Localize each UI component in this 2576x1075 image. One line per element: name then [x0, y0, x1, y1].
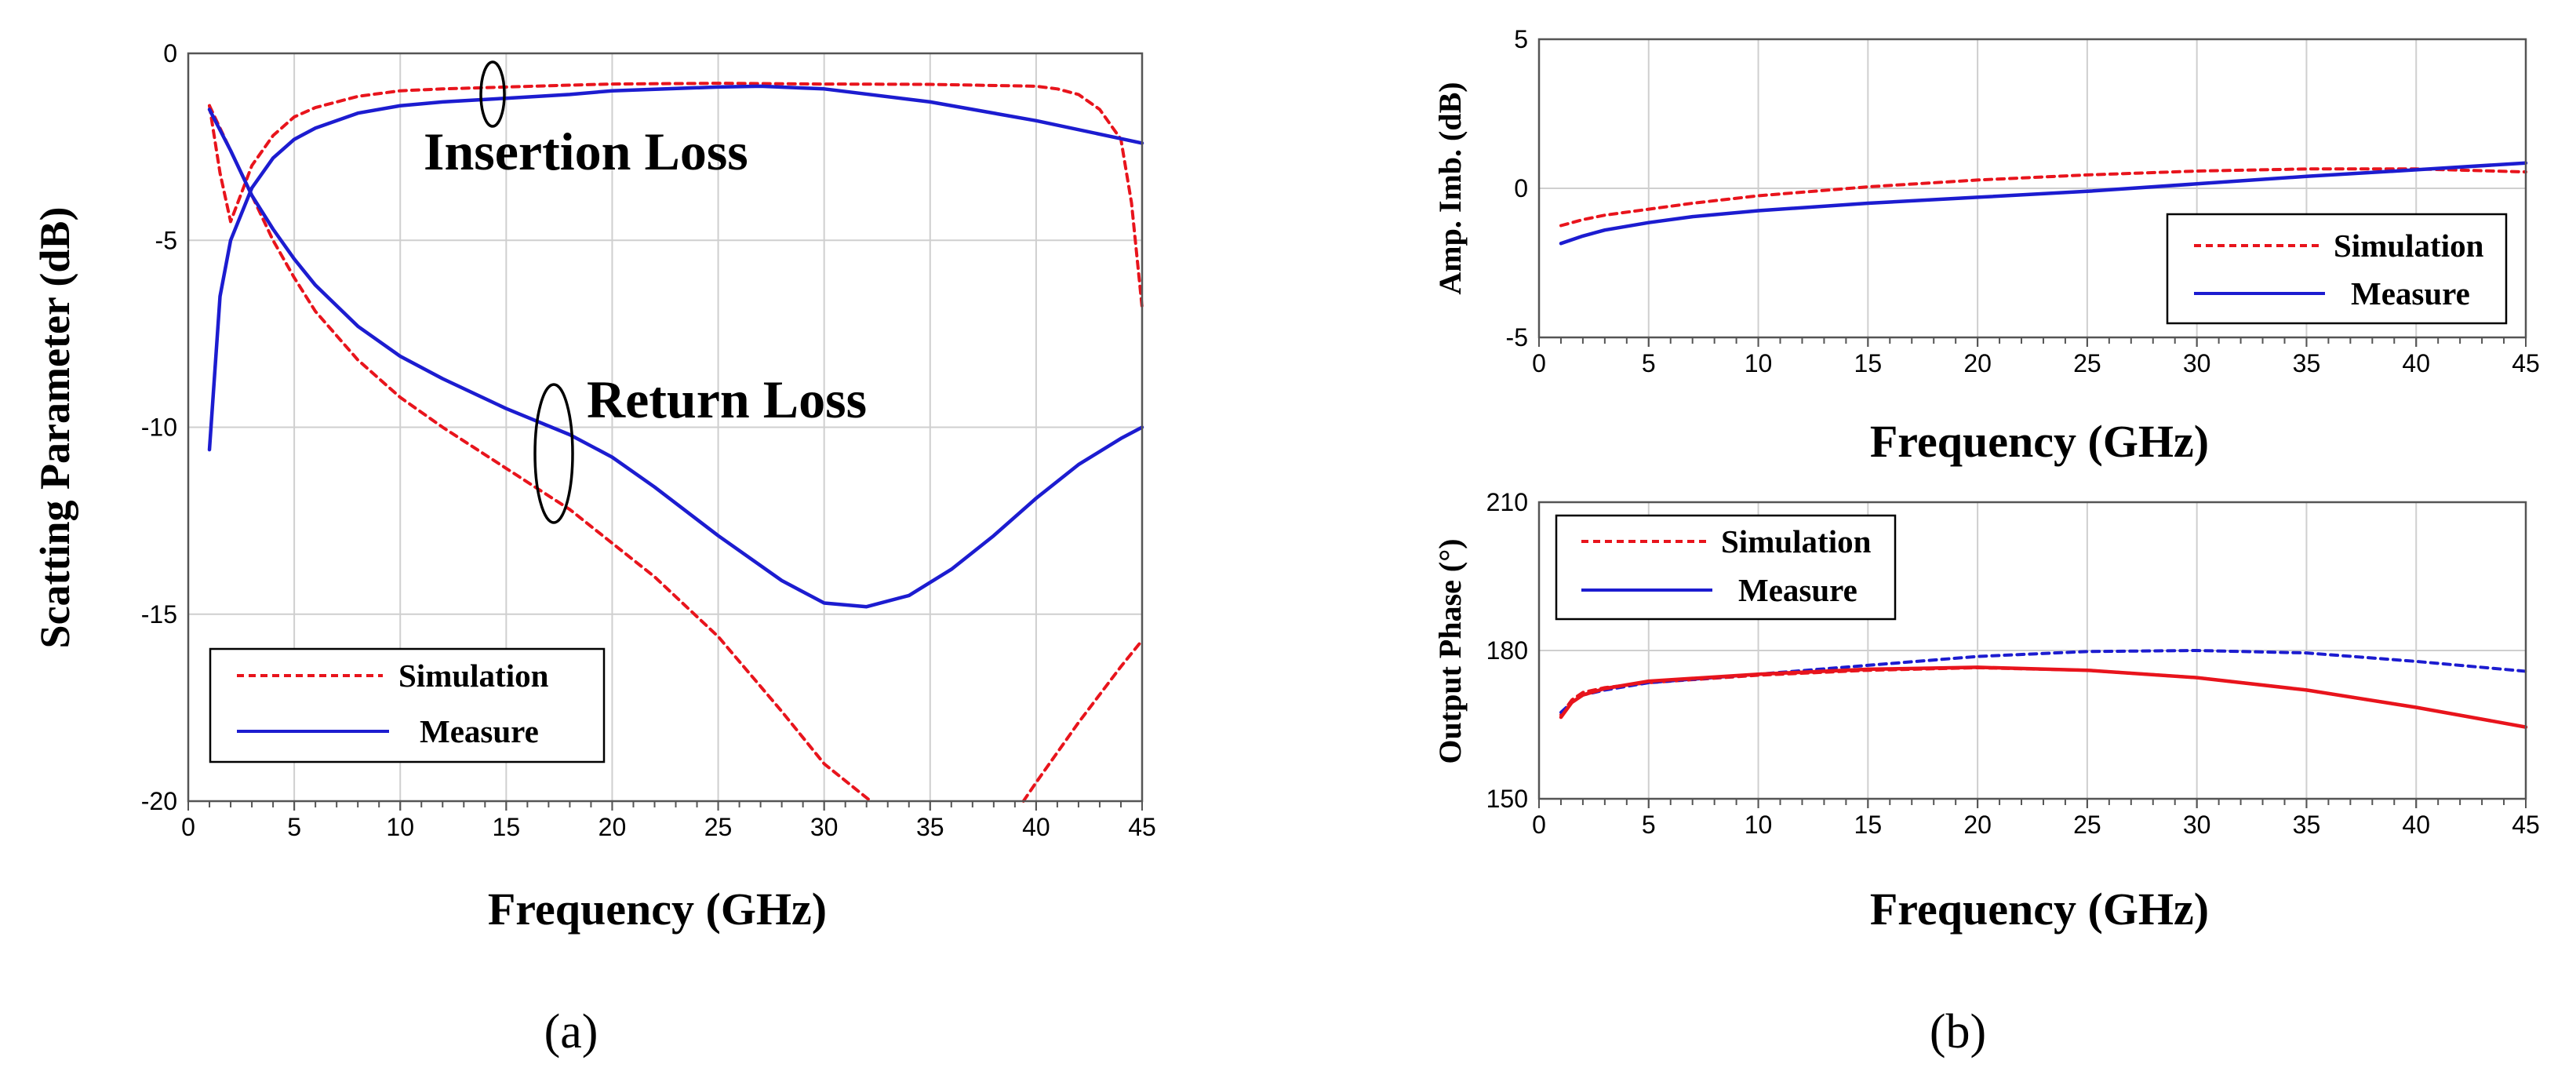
chart-b-top-x-tick-label: 10 — [1745, 349, 1773, 377]
chart-a-legend-simulation: Simulation — [398, 658, 549, 694]
chart-b-top-plot-frame — [1537, 38, 2527, 339]
chart-a-x-axis-label: Frequency (GHz) — [488, 884, 827, 935]
chart-b-top-x-axis-label: Frequency (GHz) — [1870, 416, 2209, 467]
return-loss-annotation: Return Loss — [587, 370, 867, 429]
chart-b-bottom-x-axis-label: Frequency (GHz) — [1870, 884, 2209, 935]
chart-a-series-simulation-return-loss-2 — [208, 104, 873, 803]
chart-a-x-tick-label: 5 — [287, 813, 301, 841]
chart-a-y-tick-label: 0 — [163, 39, 177, 67]
chart-a-x-tick-label: 20 — [599, 813, 627, 841]
chart-a-x-tick-label: 0 — [181, 813, 195, 841]
chart-b-bottom-y-ticks: 210 180 150 — [1486, 488, 1528, 813]
chart-b-bottom-x-tick-label: 35 — [2293, 811, 2321, 839]
chart-a-y-axis-label: Scatting Parameter (dB) — [31, 207, 78, 649]
chart-a-x-ticks: 0 5 10 15 20 25 30 35 40 45 — [181, 801, 1156, 841]
chart-b-top-y-axis-label: Amp. Imb. (dB) — [1432, 82, 1468, 294]
chart-b-top-y-tick-label: 5 — [1514, 25, 1528, 53]
chart-b-bottom-x-tick-label: 45 — [2512, 811, 2540, 839]
chart-b-bottom-legend-box — [1555, 514, 1897, 621]
chart-b-top: 0 5 10 15 20 25 30 35 40 45 50-5 Frequency (GHz) … — [1432, 25, 2540, 467]
chart-b-bottom-legend-simulation: Simulation — [1721, 523, 1872, 559]
chart-b-top-legend-simulation: Simulation — [2334, 228, 2484, 264]
return-loss-ellipse — [533, 383, 574, 524]
chart-a-x-tick-label: 15 — [493, 813, 521, 841]
chart-b-bottom: 0 5 10 15 20 25 30 35 40 45 210 180 150 Frequency (… — [1432, 488, 2540, 1059]
chart-b-top-series-simulation-0 — [1559, 167, 2527, 228]
chart-b-bottom-lines — [1559, 649, 2528, 729]
chart-a-x-tick-label: 10 — [386, 813, 414, 841]
chart-b-top-legend-measure: Measure — [2351, 275, 2470, 312]
chart-a-x-tick-label: 45 — [1128, 813, 1156, 841]
chart-b-top-x-tick-label: 15 — [1854, 349, 1883, 377]
chart-a: 0 5 10 15 20 25 30 35 40 45 0 -5 -10 -15 -20 Frequenc… — [31, 39, 1156, 1059]
chart-a-series-measure-return-loss-4 — [207, 108, 1144, 609]
chart-b-bottom-plot-frame — [1537, 501, 2527, 800]
chart-b-top-x-ticks: 0 5 10 15 20 25 30 35 40 45 — [1532, 337, 2540, 377]
chart-a-y-tick-label: -20 — [141, 787, 177, 815]
chart-b-bottom-x-tick-label: 25 — [2073, 811, 2101, 839]
chart-b-bottom-x-tick-label: 15 — [1854, 811, 1883, 839]
caption-b: (b) — [1930, 1005, 1986, 1059]
chart-b-bottom-series-measure-2 — [1559, 665, 2528, 729]
chart-b-top-y-tick-label: 0 — [1514, 174, 1528, 202]
chart-a-series-measure-insertion-loss-1 — [207, 84, 1144, 452]
insertion-loss-annotation: Insertion Loss — [424, 122, 748, 181]
chart-b-bottom-x-tick-label: 0 — [1532, 811, 1546, 839]
chart-b-top-x-tick-label: 30 — [2183, 349, 2211, 377]
chart-b-top-legend: Simulation Measure — [2166, 213, 2508, 325]
chart-b-top-x-tick-label: 35 — [2293, 349, 2321, 377]
chart-a-x-tick-label: 35 — [916, 813, 944, 841]
chart-a-legend-measure: Measure — [420, 713, 539, 749]
chart-b-bottom-legend: Simulation Measure — [1555, 514, 1897, 621]
chart-b-bottom-x-ticks: 0 5 10 15 20 25 30 35 40 45 — [1532, 799, 2540, 839]
chart-a-x-tick-label: 40 — [1022, 813, 1050, 841]
chart-b-bottom-x-tick-label: 30 — [2183, 811, 2211, 839]
chart-b-top-series-measure-1 — [1559, 161, 2528, 246]
chart-b-bottom-y-tick-label: 210 — [1486, 488, 1528, 516]
chart-b-top-lines — [1559, 161, 2528, 246]
chart-a-series-simulation-insertion-loss-0 — [208, 82, 1144, 309]
chart-b-bottom-legend-measure: Measure — [1738, 572, 1857, 608]
chart-b-top-y-tick-label: -5 — [1506, 323, 1528, 352]
chart-a-y-tick-label: -10 — [141, 414, 177, 442]
chart-a-x-tick-label: 30 — [810, 813, 839, 841]
chart-b-bottom-y-axis-label: Output Phase (°) — [1432, 538, 1468, 763]
chart-b-bottom-y-tick-label: 150 — [1486, 785, 1528, 813]
chart-b-top-y-ticks: 5 0 -5 — [1506, 25, 1528, 352]
chart-b-top-x-tick-label: 5 — [1642, 349, 1656, 377]
chart-b-top-legend-box — [2166, 213, 2508, 325]
chart-b-top-x-tick-label: 40 — [2402, 349, 2430, 377]
chart-a-series-simulation-return-loss-3 — [1021, 639, 1144, 803]
chart-b-bottom-x-tick-label: 20 — [1963, 811, 1992, 839]
chart-b-bottom-x-tick-label: 40 — [2402, 811, 2430, 839]
chart-b-top-x-tick-label: 25 — [2073, 349, 2101, 377]
chart-b-top-x-tick-label: 20 — [1963, 349, 1992, 377]
chart-a-legend-box — [209, 647, 606, 763]
chart-a-lines — [207, 82, 1144, 803]
chart-a-y-tick-label: -5 — [155, 226, 177, 254]
chart-b-bottom-x-tick-label: 10 — [1745, 811, 1773, 839]
chart-a-y-tick-label: -15 — [141, 600, 177, 629]
chart-b-bottom-x-tick-label: 5 — [1642, 811, 1656, 839]
chart-a-legend: Simulation Measure — [209, 647, 606, 763]
insertion-loss-ellipse — [479, 60, 506, 128]
chart-b-top-x-tick-label: 45 — [2512, 349, 2540, 377]
chart-a-y-ticks: 0 -5 -10 -15 -20 — [141, 39, 177, 815]
chart-a-x-tick-label: 25 — [704, 813, 733, 841]
chart-b-bottom-y-tick-label: 180 — [1486, 636, 1528, 665]
chart-a-plot-frame — [187, 52, 1144, 803]
chart-b-top-x-tick-label: 0 — [1532, 349, 1546, 377]
caption-a: (a) — [544, 1005, 599, 1059]
